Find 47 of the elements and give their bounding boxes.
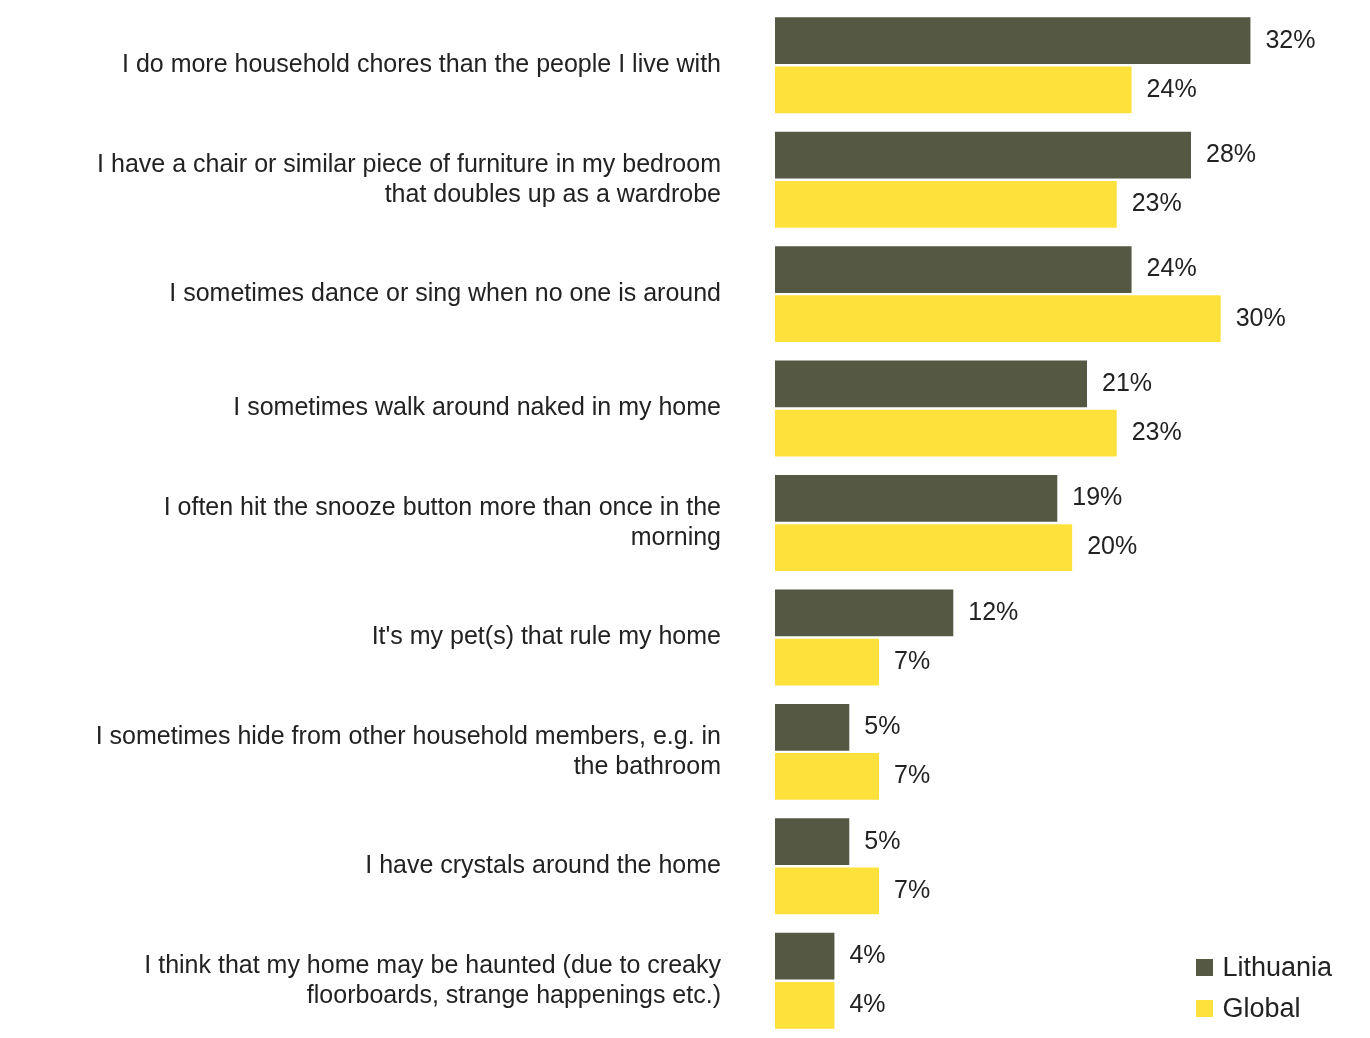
bar — [775, 295, 1221, 343]
bar — [775, 638, 879, 686]
y-tick-label: I have a chair or similar piece of furniture in my bedroom that doubles up as a wardrobe — [97, 148, 721, 207]
data-label: 20% — [1087, 531, 1138, 560]
data-label: 4% — [849, 940, 886, 969]
data-label: 23% — [1131, 417, 1182, 446]
bar — [775, 982, 835, 1029]
y-tick-label: I sometimes dance or sing when no one is around — [169, 278, 721, 306]
bar — [775, 753, 879, 800]
data-label: 32% — [1265, 24, 1316, 53]
data-label: 19% — [1072, 482, 1123, 511]
data-label: 30% — [1235, 302, 1286, 331]
data-label: 21% — [1102, 367, 1153, 396]
bar — [775, 475, 1058, 522]
legend-label: Lithuania — [1222, 952, 1332, 983]
y-tick-label: I think that my home may be haunted (due to creaky floorboards, strange happenings etc.) — [144, 949, 722, 1008]
bar — [775, 524, 1073, 571]
data-label: 7% — [894, 874, 931, 903]
y-tick-label: I have crystals around the home — [365, 850, 721, 879]
data-label: 24% — [1146, 73, 1197, 102]
y-tick-label: I sometimes walk around naked in my home — [233, 392, 721, 421]
data-label: 24% — [1146, 253, 1197, 282]
data-label: 7% — [894, 645, 931, 674]
bar — [775, 703, 850, 751]
y-tick-label: I do more household chores than the people I live with — [122, 49, 721, 78]
bar — [775, 66, 1132, 114]
bar — [775, 246, 1132, 293]
data-label: 23% — [1131, 188, 1182, 217]
bar — [775, 409, 1117, 457]
data-label: 5% — [864, 711, 901, 740]
data-label: 12% — [968, 596, 1019, 625]
bar — [775, 360, 1087, 408]
y-tick-label: It's my pet(s) that rule my home — [371, 621, 721, 650]
data-label: 7% — [894, 760, 931, 789]
legend-label: Global — [1222, 993, 1301, 1024]
data-label: 5% — [864, 825, 901, 854]
bar — [775, 17, 1251, 64]
data-label: 28% — [1206, 138, 1257, 167]
bar — [775, 131, 1191, 179]
bar — [775, 932, 835, 980]
bar — [775, 867, 879, 915]
bar — [775, 589, 954, 637]
bar — [775, 180, 1117, 228]
data-label: 4% — [849, 989, 886, 1018]
y-tick-label: I sometimes hide from other household members, e.g. in the bathroom — [95, 720, 721, 779]
bar — [775, 818, 850, 866]
y-tick-label: I often hit the snooze button more than once in the morning — [163, 491, 721, 550]
